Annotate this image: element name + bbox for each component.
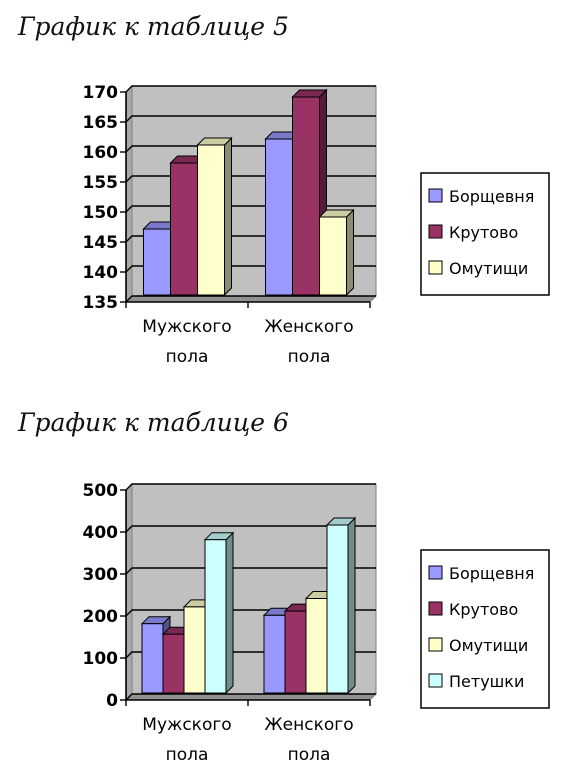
y-tick-label: 145 xyxy=(83,233,119,253)
bar-Омутищи xyxy=(318,208,355,297)
category-label: Мужского xyxy=(142,317,231,337)
category-label: Женского xyxy=(264,715,353,735)
legend-label: Омутищи xyxy=(449,636,528,655)
legend-swatch xyxy=(428,601,443,616)
bar-front xyxy=(292,96,320,296)
legend-swatch xyxy=(428,224,443,239)
y-tick-label: 160 xyxy=(83,143,119,163)
y-tick-label: 200 xyxy=(83,607,119,627)
bar-Петушки xyxy=(325,516,357,695)
legend-label: Петушки xyxy=(449,672,524,691)
legend-label: Омутищи xyxy=(449,259,528,278)
category-label: Женского xyxy=(264,317,353,337)
gridline xyxy=(125,85,376,93)
legend-label: Борщевня xyxy=(449,187,534,206)
category-label: пола xyxy=(288,745,331,765)
bar-front xyxy=(197,144,225,296)
bar-front xyxy=(170,162,198,296)
bar-front xyxy=(319,216,347,296)
bar-side xyxy=(225,531,234,695)
legend-label: Крутово xyxy=(449,600,518,619)
category-label: пола xyxy=(166,745,209,765)
bar-front xyxy=(183,606,206,694)
plot-floor xyxy=(124,693,378,701)
bar-side xyxy=(347,516,356,695)
category-label: Мужского xyxy=(142,715,231,735)
category-label: пола xyxy=(166,347,209,367)
chart-table-6: 0 100 200 300 400 500 Мужского пола Женского пола… xyxy=(83,481,550,765)
y-tick-label: 100 xyxy=(83,649,119,669)
plot-floor xyxy=(124,295,378,303)
bar-front xyxy=(204,539,227,694)
plot-side-wall xyxy=(125,482,133,702)
gridline xyxy=(125,483,376,491)
bar-front xyxy=(265,138,293,296)
y-tick-label: 150 xyxy=(83,203,119,223)
legend-label: Крутово xyxy=(449,223,518,242)
bar-Петушки xyxy=(203,531,235,695)
gridline xyxy=(125,525,376,533)
gridline xyxy=(125,295,376,303)
y-tick-label: 135 xyxy=(83,293,119,313)
bar-front xyxy=(326,524,349,694)
category-label: пола xyxy=(288,347,331,367)
bar-front xyxy=(162,633,185,694)
legend-swatch xyxy=(428,565,443,580)
bar-front xyxy=(305,598,328,694)
chart-table-5: 135 140 145 150 155 160 165 170 Мужского пола Женс… xyxy=(83,83,550,367)
chart-title-6: График к таблице 6 xyxy=(18,408,289,437)
y-tick-label: 170 xyxy=(83,83,119,103)
legend-swatch xyxy=(428,188,443,203)
legend-label: Борщевня xyxy=(449,564,534,583)
bar-front xyxy=(284,610,307,694)
bar-side xyxy=(224,136,232,297)
gridline xyxy=(125,693,376,701)
legend-swatch xyxy=(428,260,443,275)
y-tick-label: 0 xyxy=(106,691,118,711)
gridline xyxy=(125,567,376,575)
bar-Омутищи xyxy=(196,136,233,297)
y-tick-label: 165 xyxy=(83,113,119,133)
y-tick-label: 140 xyxy=(83,263,119,283)
y-tick-label: 400 xyxy=(83,523,119,543)
y-tick-label: 300 xyxy=(83,565,119,585)
chart-title-5: График к таблице 5 xyxy=(18,12,289,41)
legend-swatch xyxy=(428,637,443,652)
legend-swatch xyxy=(428,673,443,688)
y-tick-label: 500 xyxy=(83,481,119,501)
bar-front xyxy=(141,623,164,694)
bar-front xyxy=(263,614,286,694)
bar-front xyxy=(143,228,171,296)
y-tick-label: 155 xyxy=(83,173,119,193)
bar-side xyxy=(346,208,354,297)
